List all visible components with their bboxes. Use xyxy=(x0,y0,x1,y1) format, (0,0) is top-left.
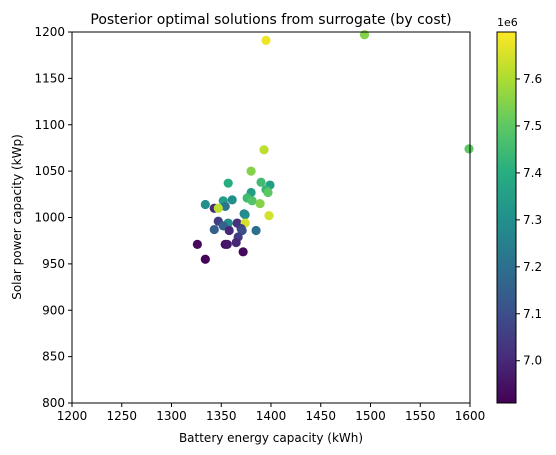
data-point xyxy=(209,224,219,235)
data-point xyxy=(259,145,269,155)
x-tick-label: 1500 xyxy=(355,409,386,423)
x-axis-ticks: 1200 1250 1300 1350 1400 1450 1500 1550 1600 xyxy=(57,403,486,423)
y-tick-label: 1000 xyxy=(34,211,65,225)
data-point xyxy=(263,187,273,198)
x-tick-label: 1200 xyxy=(57,409,88,423)
y-tick-label: 1050 xyxy=(34,164,65,178)
data-point xyxy=(247,196,257,206)
data-point xyxy=(200,254,210,264)
data-point xyxy=(231,237,241,248)
colorbar-tick-label: 7.2 xyxy=(523,260,542,274)
colorbar xyxy=(496,31,517,404)
data-point xyxy=(220,201,230,211)
x-tick-label: 1250 xyxy=(106,409,137,423)
x-tick-label: 1350 xyxy=(206,409,237,423)
data-point xyxy=(251,225,261,236)
data-point xyxy=(240,210,250,220)
data-point xyxy=(255,198,265,209)
y-tick-label: 900 xyxy=(42,303,65,317)
data-point xyxy=(192,239,202,249)
x-tick-label: 1600 xyxy=(455,409,486,423)
data-point xyxy=(246,166,256,176)
y-tick-label: 1200 xyxy=(34,25,65,39)
colorbar-ticks: 7.0 7.1 7.2 7.3 7.4 7.5 7.6 xyxy=(516,72,542,368)
colorbar-tick-label: 7.5 xyxy=(523,119,542,133)
colorbar-multiplier: 1e6 xyxy=(497,16,518,29)
x-tick-label: 1550 xyxy=(405,409,436,423)
data-point xyxy=(264,211,274,221)
x-tick-label: 1400 xyxy=(256,409,287,423)
y-tick-label: 1150 xyxy=(34,71,65,85)
x-axis-label: Battery energy capacity (kWh) xyxy=(179,431,363,445)
y-axis-label: Solar power capacity (kWp) xyxy=(10,134,24,300)
data-point xyxy=(464,144,474,154)
y-axis-ticks: 800 850 900 950 1000 1050 1100 1150 1200 xyxy=(34,25,72,410)
x-tick-label: 1450 xyxy=(305,409,336,423)
data-point xyxy=(227,195,237,205)
y-tick-label: 800 xyxy=(42,396,65,410)
chart-title: Posterior optimal solutions from surroga… xyxy=(90,12,451,28)
x-tick-label: 1300 xyxy=(156,409,187,423)
colorbar-tick-label: 7.0 xyxy=(523,354,542,368)
colorbar-tick-label: 7.6 xyxy=(523,72,542,86)
data-point xyxy=(213,203,223,213)
colorbar-tick-label: 7.4 xyxy=(523,166,542,180)
colorbar-tick-label: 7.1 xyxy=(523,307,542,321)
y-tick-label: 950 xyxy=(42,257,65,271)
colorbar-tick-label: 7.3 xyxy=(523,213,542,227)
data-point xyxy=(222,239,232,249)
data-point xyxy=(224,225,234,236)
data-point xyxy=(238,247,248,257)
data-point xyxy=(223,178,233,188)
y-tick-label: 850 xyxy=(42,350,65,364)
data-point xyxy=(261,35,271,45)
data-point xyxy=(256,177,266,187)
data-point xyxy=(200,199,210,210)
y-tick-label: 1100 xyxy=(34,118,65,132)
